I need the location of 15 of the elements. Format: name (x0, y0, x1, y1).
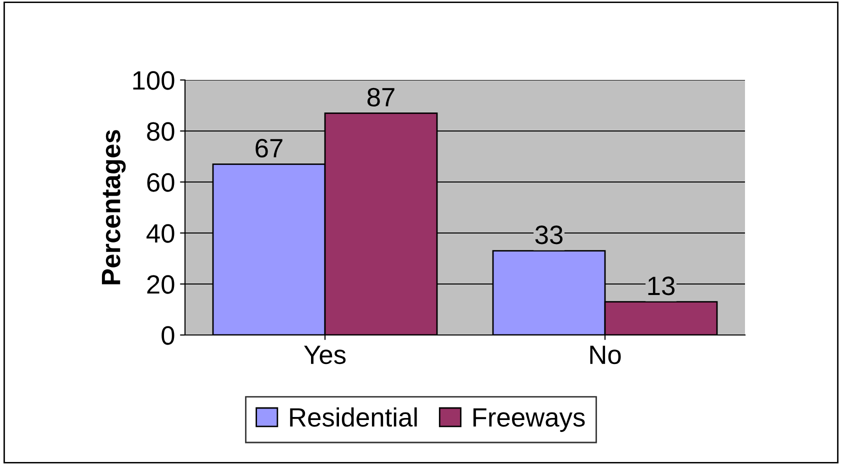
y-axis-title: Percentages (102, 130, 126, 284)
x-tick-label: Yes (304, 346, 346, 364)
y-tick-label: 60 (147, 173, 174, 192)
legend-label: Freeways (473, 408, 585, 432)
y-tick-label: 40 (146, 224, 174, 243)
data-label: 87 (367, 88, 394, 107)
data-label: 67 (256, 138, 282, 158)
y-tick-label: 20 (147, 275, 174, 294)
y-tick-label: 0 (162, 326, 174, 345)
legend-label: Residential (290, 407, 417, 427)
x-tick-label: No (590, 346, 621, 364)
data-label: 13 (648, 276, 675, 296)
y-tick-label: 80 (147, 122, 174, 141)
data-label: 33 (535, 226, 563, 244)
y-tick-label: 100 (133, 71, 174, 90)
